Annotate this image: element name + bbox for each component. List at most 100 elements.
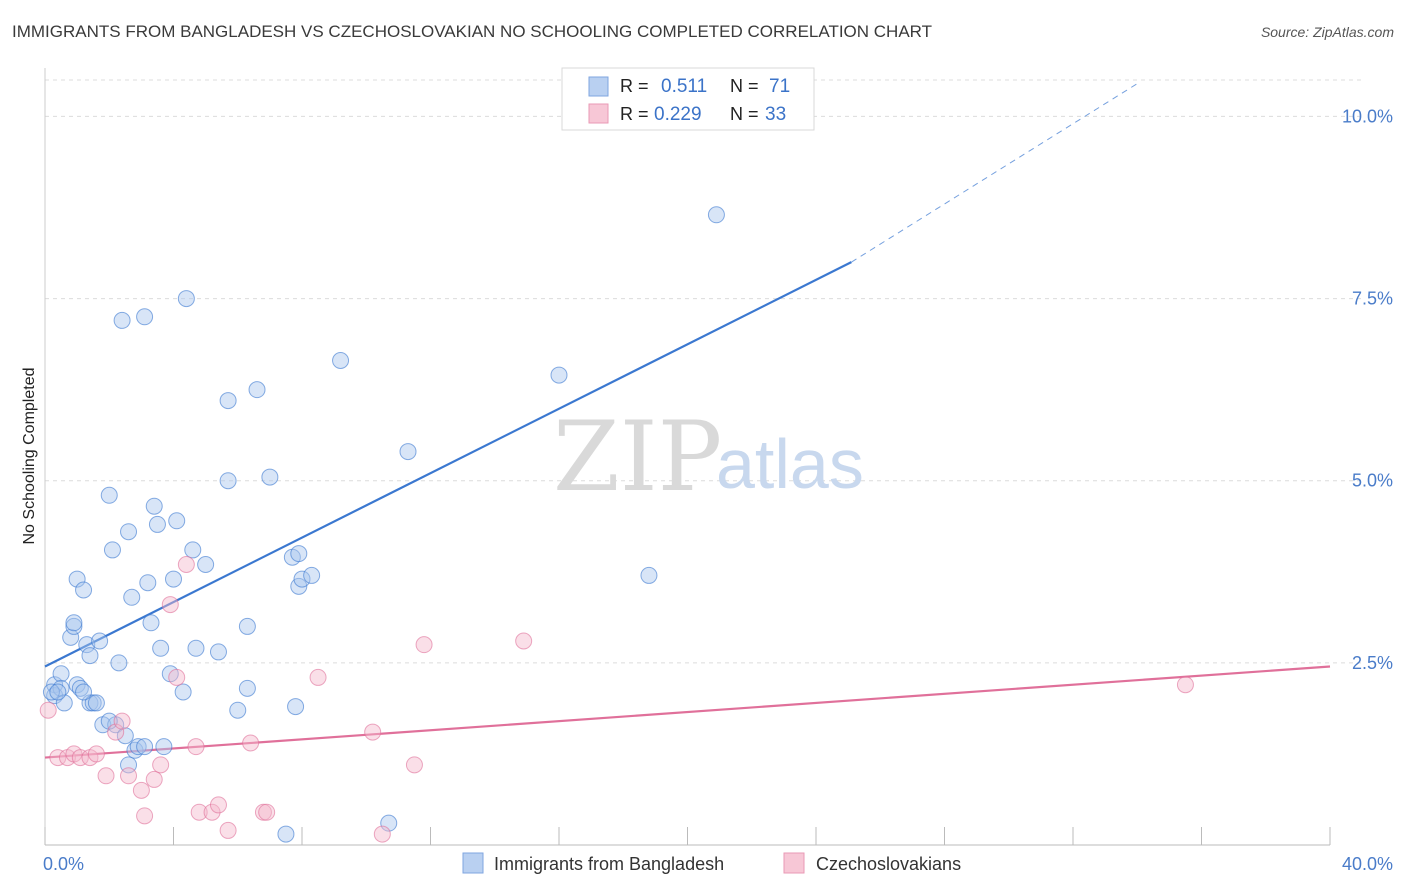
point-bangladesh [100, 712, 118, 730]
watermark-atlas: atlas [716, 425, 864, 503]
stats-r-label-blue: R = [620, 76, 649, 96]
y-axis-label: No Schooling Completed [21, 368, 38, 545]
point-czechoslovakians [373, 825, 391, 843]
point-bangladesh [75, 683, 93, 701]
point-czechoslovakians [107, 723, 125, 741]
point-bangladesh [52, 665, 70, 683]
point-czechoslovakians [120, 767, 138, 785]
trend-line-bangladesh [44, 261, 852, 668]
point-bangladesh [148, 515, 166, 533]
point-bangladesh [229, 701, 247, 719]
legend-swatch-bangladesh [462, 852, 484, 874]
point-bangladesh [168, 512, 186, 530]
x-tick-label-max: 40.0% [1342, 854, 1393, 874]
point-bangladesh [65, 617, 83, 635]
point-czechoslovakians [364, 723, 382, 741]
point-bangladesh [640, 566, 658, 584]
legend: Immigrants from Bangladesh Czechoslovaki… [462, 852, 961, 874]
trend-line-czechoslovakians [44, 665, 1331, 759]
point-czechoslovakians [177, 556, 195, 573]
axes [44, 68, 1331, 846]
point-bangladesh [123, 588, 141, 606]
point-bangladesh [116, 727, 134, 745]
point-czechoslovakians [515, 632, 533, 650]
legend-label-bangladesh: Immigrants from Bangladesh [494, 854, 724, 874]
point-czechoslovakians [97, 767, 115, 785]
point-czechoslovakians [190, 803, 208, 821]
x-tick-labels: 0.0% 40.0% [43, 854, 1393, 874]
y-tick-label: 5.0% [1352, 471, 1393, 491]
stats-r-value-blue: 0.511 [661, 76, 707, 97]
stats-r-value-pink: 0.229 [654, 104, 702, 125]
point-czechoslovakians [152, 756, 170, 774]
point-czechoslovakians [161, 596, 179, 614]
point-bangladesh [81, 647, 99, 665]
point-bangladesh [55, 694, 73, 712]
point-czechoslovakians [168, 668, 186, 686]
point-bangladesh [184, 541, 202, 559]
point-czechoslovakians [49, 749, 67, 767]
point-czechoslovakians [39, 701, 57, 719]
point-czechoslovakians [219, 821, 237, 839]
point-bangladesh [152, 639, 170, 657]
watermark-zip: ZIP [553, 401, 722, 513]
data-points [39, 206, 1194, 843]
stats-box: R = 0.511 N = 71 R = 0.229 N = 33 [561, 67, 815, 131]
point-bangladesh [277, 825, 295, 843]
point-bangladesh [68, 570, 86, 588]
point-czechoslovakians [258, 803, 276, 821]
y-tick-label: 2.5% [1352, 653, 1393, 673]
point-bangladesh [145, 497, 163, 515]
point-bangladesh [100, 486, 118, 504]
point-bangladesh [187, 639, 205, 657]
point-bangladesh [238, 617, 256, 635]
y-tick-labels: 2.5% 5.0% 7.5% 10.0% [1342, 106, 1393, 672]
point-bangladesh [219, 392, 237, 410]
point-bangladesh [129, 738, 147, 756]
point-czechoslovakians [203, 803, 221, 821]
point-bangladesh [49, 683, 67, 701]
point-bangladesh [219, 472, 237, 490]
point-bangladesh [238, 679, 256, 697]
point-czechoslovakians [405, 756, 423, 774]
stats-swatch-blue [588, 76, 609, 97]
legend-label-czechoslovakians: Czechoslovakians [816, 854, 961, 874]
point-bangladesh [177, 290, 195, 308]
point-bangladesh [113, 311, 131, 329]
legend-swatch-czechoslovakians [783, 852, 805, 874]
point-czechoslovakians [242, 734, 260, 752]
grid-lines [45, 79, 1365, 664]
point-bangladesh [75, 581, 93, 599]
point-bangladesh [287, 698, 305, 716]
point-czechoslovakians [1176, 676, 1194, 694]
stats-n-label-pink: N = [730, 104, 759, 124]
point-bangladesh [136, 308, 154, 326]
point-czechoslovakians [187, 738, 205, 756]
stats-swatch-pink [588, 103, 609, 124]
point-bangladesh [155, 738, 173, 756]
point-bangladesh [62, 628, 80, 646]
point-czechoslovakians [113, 712, 131, 730]
trend-extension-bangladesh [851, 83, 1138, 263]
point-bangladesh [120, 523, 138, 541]
y-tick-label: 10.0% [1342, 106, 1393, 126]
point-bangladesh [42, 683, 60, 701]
point-bangladesh [332, 352, 350, 369]
point-czechoslovakians [71, 749, 89, 767]
point-bangladesh [197, 556, 215, 573]
point-bangladesh [380, 814, 398, 832]
point-bangladesh [91, 632, 109, 650]
stats-n-value-pink: 33 [765, 104, 786, 125]
point-bangladesh [261, 468, 279, 486]
point-bangladesh [110, 654, 128, 672]
point-czechoslovakians [145, 770, 163, 788]
point-czechoslovakians [209, 796, 227, 814]
point-bangladesh [139, 574, 157, 592]
chart-title: IMMIGRANTS FROM BANGLADESH VS CZECHOSLOV… [12, 22, 933, 41]
point-czechoslovakians [132, 781, 150, 799]
point-bangladesh [136, 738, 154, 756]
point-bangladesh [65, 614, 83, 632]
point-bangladesh [248, 381, 266, 399]
point-bangladesh [174, 683, 192, 701]
